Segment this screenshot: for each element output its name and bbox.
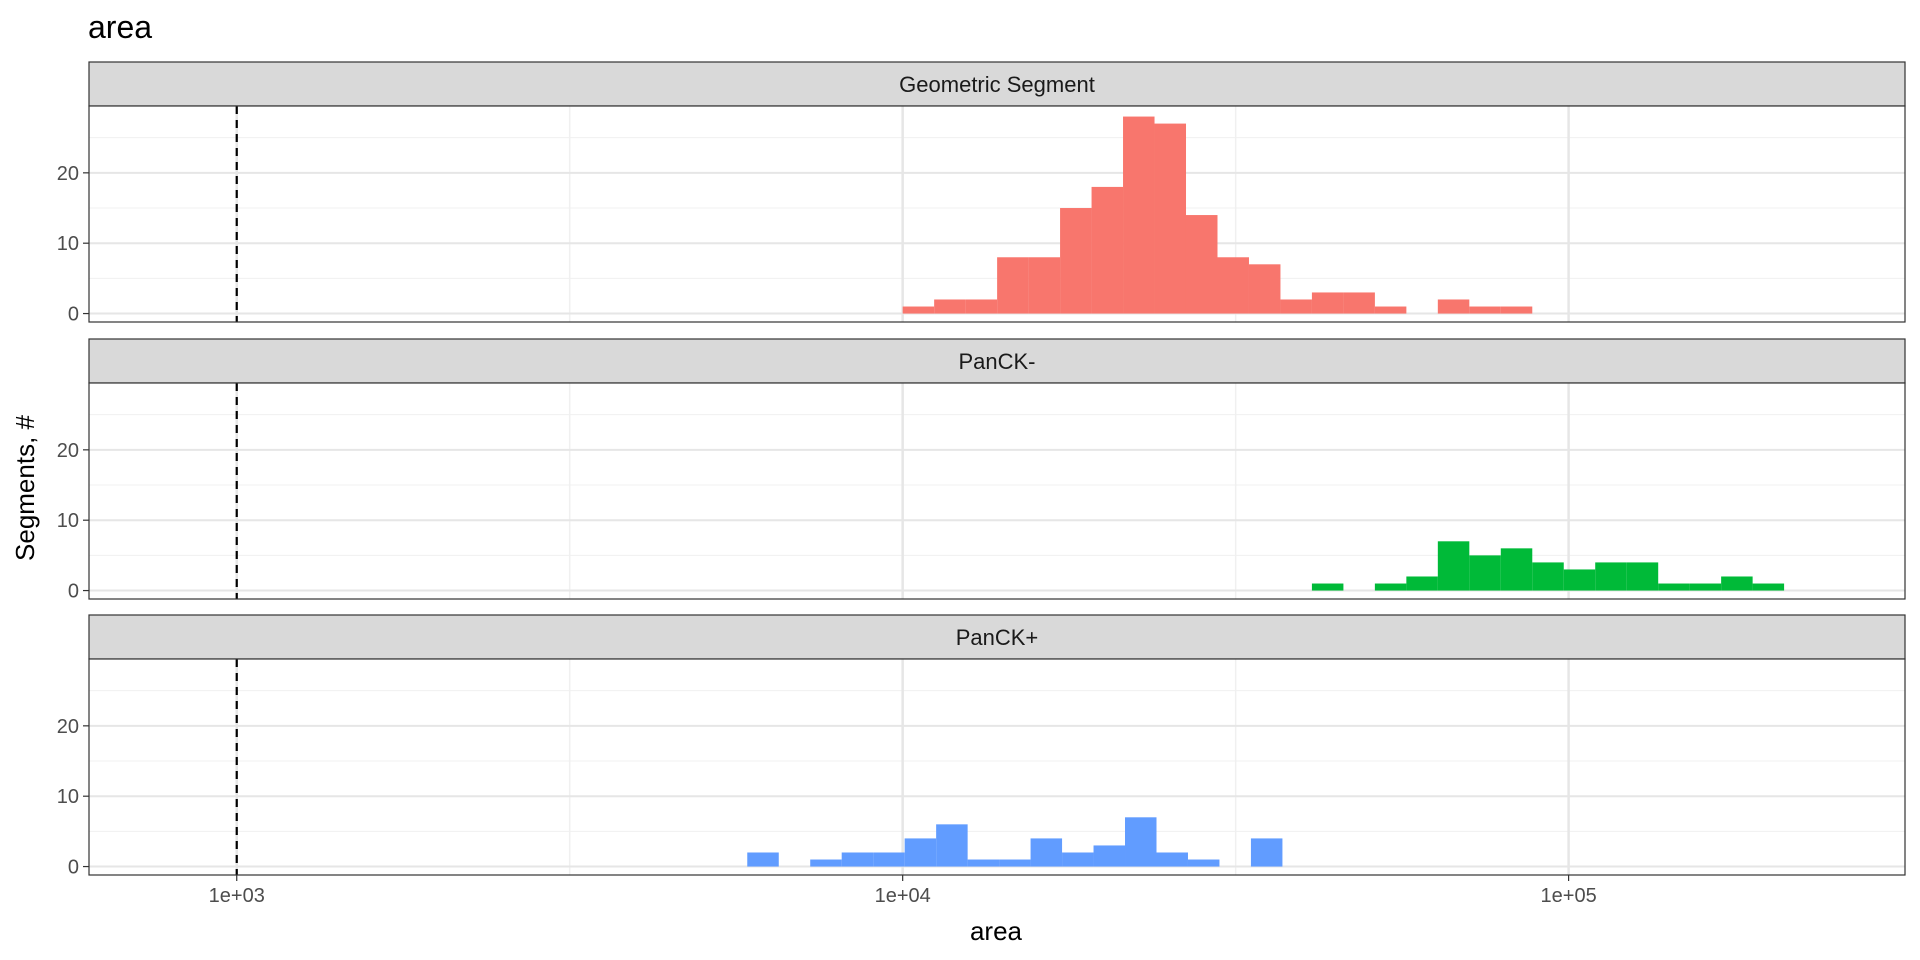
histogram-bar — [1280, 299, 1312, 314]
histogram-bar — [1093, 845, 1126, 867]
facet-strip-label: Geometric Segment — [899, 72, 1095, 97]
y-tick-label: 0 — [68, 857, 79, 879]
histogram-bar — [1343, 292, 1375, 314]
panel-border — [88, 105, 1906, 323]
histogram-bar — [873, 852, 905, 867]
histogram-bar — [1658, 583, 1690, 591]
histogram-bar — [1248, 264, 1281, 314]
histogram-bar — [999, 859, 1031, 867]
facet-strip-label: PanCK+ — [956, 625, 1039, 650]
panel-border — [88, 382, 1906, 600]
y-axis-title: Segments, # — [10, 414, 40, 561]
x-tick-label: 1e+03 — [209, 885, 265, 907]
histogram-bar — [1406, 576, 1438, 591]
facet-strip-label: PanCK- — [958, 349, 1035, 374]
histogram-bar — [1595, 562, 1627, 591]
histogram-bar — [1062, 852, 1094, 867]
histogram-bar — [902, 306, 935, 314]
histogram-bar — [1028, 257, 1061, 314]
histogram-bar — [1469, 555, 1501, 591]
facet-panel: PanCK- 0 10 20 — [57, 338, 1906, 603]
y-tick-label: 20 — [57, 716, 79, 738]
histogram-bar — [1563, 569, 1596, 591]
histogram-bar — [997, 257, 1029, 314]
facet-panels: Geometric Segment 0 10 20 PanCK- 0 10 20 PanCK+ 0… — [57, 61, 1906, 879]
y-tick-label: 10 — [57, 510, 79, 532]
histogram-bar — [904, 838, 937, 867]
histogram-bar — [1030, 838, 1063, 867]
histogram-bar — [841, 852, 874, 867]
x-tick-label: 1e+05 — [1541, 885, 1597, 907]
histogram-bar — [1469, 306, 1501, 314]
histogram-bar — [1532, 562, 1564, 591]
histogram-bar — [1125, 817, 1157, 867]
histogram-bar — [1689, 583, 1722, 591]
histogram-bar — [1187, 859, 1220, 867]
histogram-bar — [1060, 208, 1092, 314]
histogram-bar — [747, 852, 779, 867]
y-tick-label: 20 — [57, 440, 79, 462]
y-tick-label: 10 — [57, 786, 79, 808]
histogram-bar — [1185, 215, 1218, 314]
histogram-bar — [1250, 838, 1283, 867]
histogram-bar — [810, 859, 842, 867]
facet-strip — [88, 338, 1906, 384]
panel-background — [89, 659, 1905, 875]
y-tick-label: 0 — [68, 304, 79, 326]
histogram-bar — [1217, 257, 1249, 314]
histogram-bar — [1437, 541, 1470, 591]
panel-background — [89, 106, 1905, 322]
histogram-bar — [1374, 306, 1407, 314]
histogram-bar — [1752, 583, 1785, 591]
x-axis-title: area — [970, 916, 1023, 946]
y-tick-label: 10 — [57, 233, 79, 255]
histogram-bar — [1437, 299, 1470, 314]
histogram-bar — [1311, 292, 1344, 314]
histogram-bar — [1156, 852, 1188, 867]
histogram-bar — [1091, 186, 1124, 314]
histogram-bar — [1500, 548, 1533, 591]
facet-strip — [88, 614, 1906, 660]
histogram-bar — [934, 299, 966, 314]
y-tick-label: 0 — [68, 581, 79, 603]
histogram-bar — [1721, 576, 1753, 591]
histogram-bar — [1500, 306, 1533, 314]
y-tick-label: 20 — [57, 163, 79, 185]
chart-title: area — [88, 9, 152, 45]
histogram-bar — [1123, 116, 1155, 314]
histogram-bar — [1626, 562, 1659, 591]
facet-panel: PanCK+ 0 10 20 — [57, 614, 1906, 879]
histogram-bar — [1374, 583, 1407, 591]
panel-border — [88, 658, 1906, 876]
histogram-bar — [965, 299, 998, 314]
histogram-bar — [967, 859, 1000, 867]
facet-strip — [88, 61, 1906, 107]
x-tick-label: 1e+04 — [875, 885, 931, 907]
facet-panel: Geometric Segment 0 10 20 — [57, 61, 1906, 326]
histogram-bar — [936, 824, 968, 867]
x-axis: 1e+03 1e+04 1e+05 — [209, 875, 1597, 907]
histogram-bar — [1154, 123, 1187, 314]
histogram-bar — [1311, 583, 1344, 591]
